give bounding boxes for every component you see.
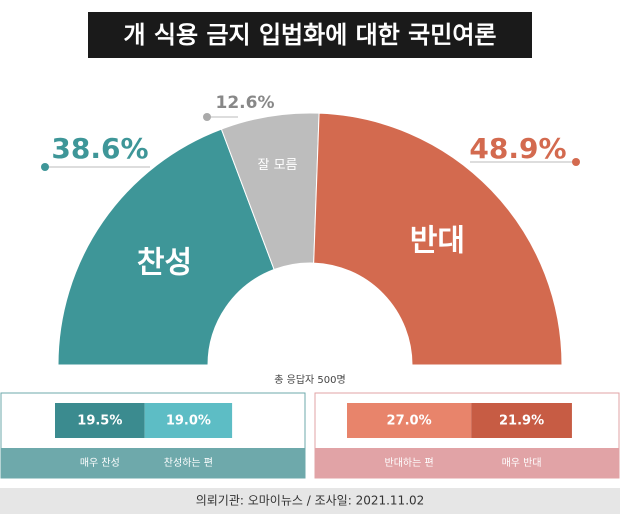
bar-category-label: 매우 찬성 [80, 457, 120, 469]
bar-category-label: 찬성하는 편 [164, 456, 213, 469]
footer-band [0, 488, 620, 514]
bar-segment [144, 403, 233, 438]
leader-dot [572, 158, 580, 166]
segment-label: 잘 모름 [257, 158, 297, 173]
title-box [88, 12, 532, 58]
bar-value-label: 19.5% [77, 414, 122, 429]
bar-value-label: 21.9% [499, 414, 544, 429]
bar-segment [55, 403, 145, 438]
title: 개 식용 금지 입법화에 대한 국민여론 [124, 21, 497, 49]
segment-label: 찬성 [137, 246, 192, 281]
bar-category-label: 매우 반대 [502, 457, 542, 469]
bar-value-label: 19.0% [166, 414, 211, 429]
bar-value-label: 27.0% [387, 414, 432, 429]
note: 총 응답자 500명 [274, 374, 345, 386]
segment [57, 128, 275, 366]
bar-category-label: 반대하는 편 [385, 456, 434, 469]
footer: 의뢰기관: 오마이뉴스 / 조사일: 2021.11.02 [196, 494, 425, 508]
value-label: 38.6% [51, 132, 148, 165]
leader-dot [41, 163, 49, 171]
segment-label: 반대 [410, 224, 465, 259]
left-band [1, 448, 305, 478]
right-band [315, 448, 619, 478]
leader-dot [203, 113, 211, 121]
segment [313, 112, 563, 366]
bar-segment [471, 403, 572, 438]
value-label: 12.6% [216, 93, 275, 113]
bar-segment [347, 403, 472, 438]
value-label: 48.9% [469, 132, 566, 165]
